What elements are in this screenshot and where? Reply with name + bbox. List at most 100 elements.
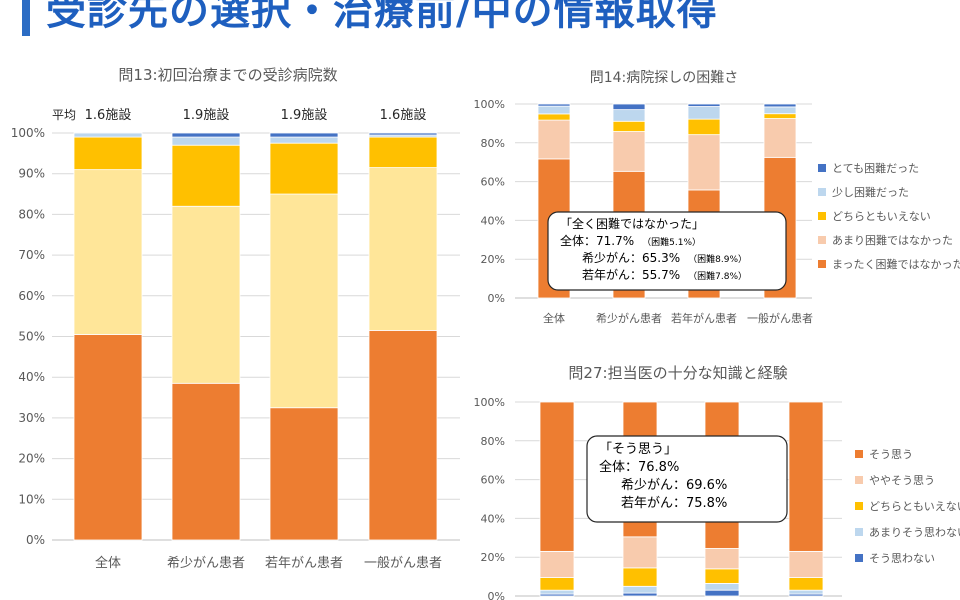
legend-swatch [818, 164, 826, 172]
bar-segment [763, 113, 797, 119]
bar-segment [171, 205, 241, 384]
bar-segment [687, 118, 721, 136]
legend-label: まったく困難ではなかった [832, 258, 960, 271]
bar-segment [171, 144, 241, 207]
legend-label: とても困難だった [832, 162, 919, 175]
legend-label: どちらともいえない [869, 500, 960, 513]
bar-segment [368, 132, 438, 136]
legend-swatch [855, 476, 863, 484]
y-tick-label: 40% [481, 214, 505, 227]
y-tick-label: 40% [18, 370, 45, 384]
chart-3: 問27:担当医の十分な知識と経験 0% 20% 40% 60% 80% 100% そう思うやや… [474, 364, 960, 600]
legend-label: 少し困難だった [832, 186, 909, 199]
bar-segment [269, 193, 339, 409]
legend-swatch [855, 554, 863, 562]
legend-label: そう思う [869, 448, 913, 461]
y-tick-label: 20% [18, 452, 45, 466]
bar-segment [704, 568, 740, 584]
top-value-label: 1.9施設 [281, 107, 328, 123]
bar-segment [788, 401, 824, 552]
bar-segment [763, 106, 797, 115]
y-tick-label: 0% [488, 292, 505, 305]
y-tick-label: 90% [18, 167, 45, 181]
y-tick-label: 80% [481, 137, 505, 150]
chart-title: 問13:初回治療までの受診病院数 [118, 66, 337, 84]
x-category-label: 希少がん患者 [167, 556, 245, 571]
bar-segment [763, 103, 797, 108]
top-label-heading: 平均 [52, 108, 76, 122]
annotation-box [547, 211, 787, 291]
bar-segment [687, 103, 721, 107]
top-value-label: 1.9施設 [183, 107, 230, 123]
bar-segment [368, 167, 438, 331]
bar-segment [788, 577, 824, 591]
x-category-label: 全体 [543, 311, 565, 325]
bar-segment [612, 103, 646, 111]
bar-segment [622, 585, 658, 594]
bar-segment [704, 548, 740, 570]
bar-segment [539, 550, 575, 578]
legend-label: ややそう思う [869, 474, 935, 487]
legend-swatch [855, 450, 863, 458]
bar-segment [687, 134, 721, 191]
y-tick-label: 100% [11, 126, 45, 140]
x-category-label: 希少がん患者 [596, 311, 662, 325]
x-category-label: 若年がん患者 [671, 311, 737, 325]
x-category-label: 全体 [95, 555, 121, 571]
y-tick-label: 100% [474, 396, 505, 409]
bar-segment [269, 407, 339, 541]
y-tick-label: 20% [481, 253, 505, 266]
bar-segment [539, 401, 575, 552]
annotation-line: 若年がん：75.8% [621, 495, 727, 511]
bar-segment [73, 132, 143, 138]
bar-segment [622, 536, 658, 569]
bar-segment [171, 132, 241, 138]
bar-segment [687, 106, 721, 120]
bar-segment [622, 592, 658, 597]
bar-segment [368, 329, 438, 541]
x-category-label: 若年がん患者 [265, 555, 343, 571]
y-tick-label: 60% [18, 289, 45, 303]
bar-segment [537, 113, 571, 121]
legend-label: あまりそう思わない [869, 526, 960, 539]
annotation-note: （困難8.9%） [688, 253, 747, 265]
bar-segment [539, 577, 575, 591]
top-value-label: 1.6施設 [85, 107, 132, 123]
annotation-heading: 「そう思う」 [599, 442, 677, 457]
annotation-note: （困難7.8%） [688, 270, 747, 282]
annotation-line: 全体：76.8% [599, 459, 679, 475]
legend-swatch [818, 260, 826, 268]
bar-segment [73, 334, 143, 541]
y-tick-label: 50% [18, 330, 45, 344]
bar-segment [171, 382, 241, 541]
bar-segment [612, 120, 646, 132]
bar-segment [537, 119, 571, 160]
annotation-line: 希少がん：69.6% [621, 478, 727, 493]
bar-segment [612, 109, 646, 122]
bar-segment [73, 169, 143, 335]
chart-title: 問27:担当医の十分な知識と経験 [568, 364, 787, 382]
y-tick-label: 60% [481, 176, 505, 189]
y-tick-label: 30% [18, 411, 45, 425]
bar-segment [539, 589, 575, 595]
bar-segment [622, 567, 658, 587]
x-category-label: 一般がん患者 [747, 311, 813, 325]
y-tick-label: 60% [481, 474, 505, 487]
bar-segment [788, 589, 824, 595]
y-tick-label: 80% [18, 207, 45, 221]
y-tick-label: 70% [18, 248, 45, 262]
legend-swatch [818, 188, 826, 196]
bar-segment [368, 136, 438, 168]
annotation-line: 全体：71.7% [560, 233, 634, 248]
legend-label: そう思わない [869, 552, 935, 565]
x-category-label: 一般がん患者 [364, 555, 442, 571]
bar-segment [612, 131, 646, 172]
legend-swatch [818, 212, 826, 220]
bar-segment [537, 105, 571, 115]
legend-swatch [855, 528, 863, 536]
annotation-box [586, 435, 788, 523]
bar-segment [763, 118, 797, 158]
y-tick-label: 80% [481, 435, 505, 448]
